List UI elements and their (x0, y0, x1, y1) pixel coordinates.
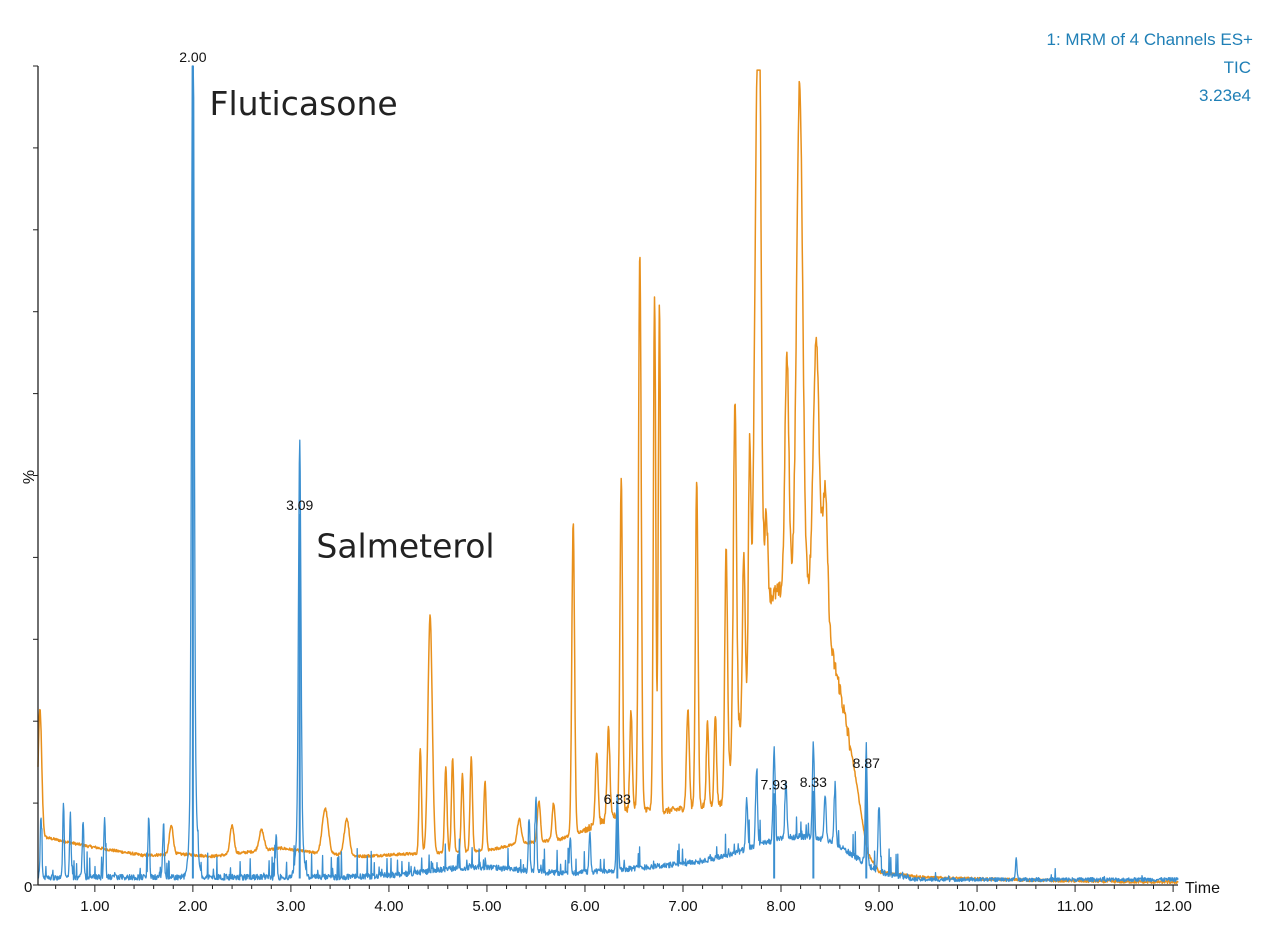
chart-header: 1: MRM of 4 Channels ES+ TIC 3.23e4 (1047, 30, 1254, 105)
compound-annotation: Fluticasone (210, 84, 398, 123)
x-tick-label: 4.00 (374, 898, 403, 915)
peak-labels: 2.00 3.09 6.33 7.93 8.33 8.87 (179, 49, 880, 807)
x-tick-label: 7.00 (668, 898, 697, 915)
y-tick-label-0: 0 (24, 879, 32, 896)
x-ticks: 1.00 2.00 3.00 4.00 5.00 6.00 7.00 8.00 9.00 10.0… (55, 885, 1192, 915)
header-channel-label: 1: MRM of 4 Channels ES+ (1047, 30, 1254, 49)
x-tick-label: 10.00 (958, 898, 996, 915)
x-tick-label: 2.00 (178, 898, 207, 915)
compound-annotations: Fluticasone Salmeterol (210, 84, 495, 565)
compound-annotation: Salmeterol (316, 526, 494, 565)
peak-label: 8.87 (853, 755, 880, 771)
x-tick-label: 12.00 (1154, 898, 1192, 915)
header-tic-label: TIC (1224, 58, 1251, 77)
axes: % Time 0 (21, 65, 1220, 897)
x-tick-label: 8.00 (766, 898, 795, 915)
series-layer (37, 65, 1179, 885)
header-intensity-label: 3.23e4 (1199, 86, 1251, 105)
x-axis-label: Time (1185, 880, 1220, 897)
peak-label: 7.93 (761, 776, 788, 792)
x-tick-label: 5.00 (472, 898, 501, 915)
orange-trace (37, 69, 1179, 885)
y-axis-label: % (21, 470, 38, 484)
peak-label: 3.09 (286, 497, 313, 513)
x-tick-label: 1.00 (80, 898, 109, 915)
peak-label: 8.33 (800, 774, 827, 790)
x-tick-label: 9.00 (864, 898, 893, 915)
blue-trace (37, 65, 1179, 883)
x-tick-label: 6.00 (570, 898, 599, 915)
peak-label: 2.00 (179, 49, 206, 65)
peak-label: 6.33 (604, 791, 631, 807)
x-tick-label: 3.00 (276, 898, 305, 915)
x-tick-label: 11.00 (1057, 898, 1093, 915)
